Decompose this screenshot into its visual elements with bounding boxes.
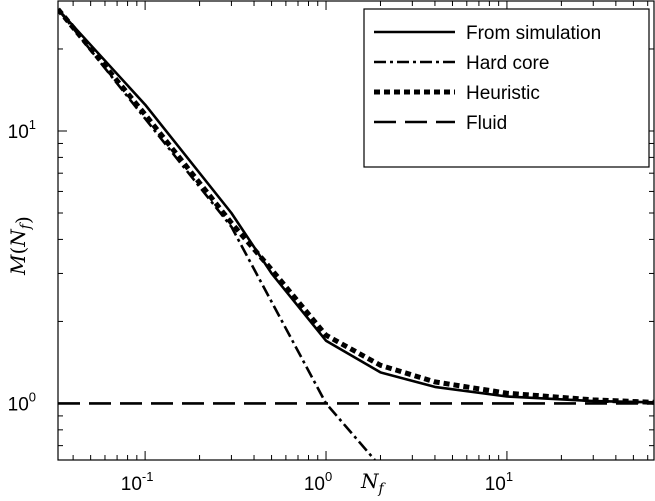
x-tick-label: 101: [485, 469, 513, 495]
plot-frame: [57, 0, 655, 461]
x-axis-label: Nf: [360, 469, 387, 497]
axis-labels: 10-1 100 101 100 101 Nf M(Nf): [6, 117, 513, 497]
legend-box: [363, 8, 650, 168]
x-tick-label: 100: [304, 469, 332, 495]
legend: From simulation Hard core Heuristic Fluid: [363, 8, 650, 168]
y-tick-label: 101: [8, 117, 36, 143]
x-tick-label: 10-1: [121, 469, 154, 495]
y-axis-label: M(Nf): [6, 216, 35, 276]
series-line-from-simulation: [58, 8, 654, 404]
series-layer: [58, 7, 654, 460]
legend-label-fluid: Fluid: [466, 113, 507, 134]
series-line-hard-core: [58, 8, 376, 460]
y-tick-label: 100: [8, 389, 36, 415]
legend-label-from-simulation: From simulation: [466, 23, 601, 44]
legend-label-heuristic: Heuristic: [466, 83, 540, 104]
series-line-heuristic: [58, 7, 654, 405]
ticks: [58, 0, 654, 460]
legend-label-hard-core: Hard core: [466, 53, 549, 74]
